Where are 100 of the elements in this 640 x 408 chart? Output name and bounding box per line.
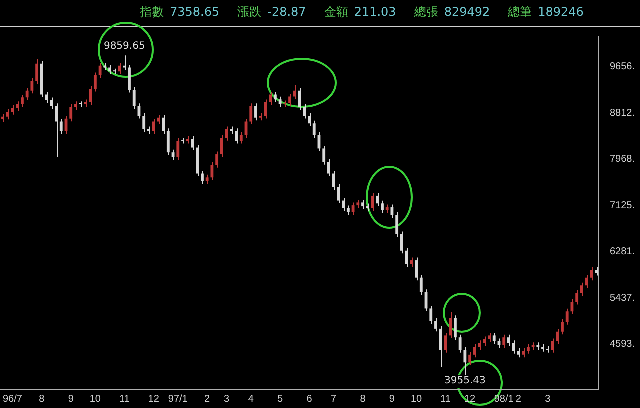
candlestick bbox=[483, 336, 486, 347]
candlestick bbox=[434, 318, 438, 332]
candlestick bbox=[522, 348, 526, 358]
candlestick bbox=[308, 112, 311, 127]
candlestick bbox=[30, 78, 34, 94]
candlestick bbox=[488, 332, 491, 343]
candlestick bbox=[346, 205, 350, 216]
candlestick bbox=[26, 88, 29, 101]
candlestick bbox=[585, 274, 588, 289]
candlestick bbox=[517, 348, 520, 358]
candlestick bbox=[98, 62, 102, 79]
candlestick bbox=[312, 120, 316, 138]
candlestick bbox=[50, 97, 54, 110]
x-tick-label: 11 bbox=[119, 394, 130, 405]
candlestick bbox=[362, 199, 364, 210]
candlestick bbox=[254, 103, 258, 122]
candlestick bbox=[508, 334, 510, 347]
y-tick-label: 6281. bbox=[610, 246, 636, 258]
candlestick bbox=[250, 103, 253, 125]
candlestick bbox=[556, 328, 560, 345]
candlestick bbox=[108, 64, 112, 75]
candlestick bbox=[210, 162, 214, 181]
y-tick-label: 7125. bbox=[610, 200, 636, 212]
candlestick bbox=[206, 174, 209, 185]
y-tick-label: 5437. bbox=[610, 292, 636, 304]
candlestick bbox=[580, 282, 584, 296]
candlestick bbox=[55, 103, 58, 158]
x-tick-label: 10 bbox=[410, 394, 423, 405]
candlestick bbox=[274, 92, 277, 103]
x-tick-label: 11 bbox=[440, 394, 452, 405]
candlestick bbox=[152, 118, 156, 135]
candlestick bbox=[415, 257, 418, 282]
candlestick bbox=[561, 318, 564, 336]
x-tick-label: 7 bbox=[331, 394, 338, 405]
candlestick bbox=[454, 315, 457, 341]
candlestick bbox=[390, 204, 394, 218]
y-tick-label: 7968. bbox=[610, 154, 636, 166]
candlestick bbox=[526, 344, 530, 354]
candlestick bbox=[201, 170, 204, 185]
x-tick-label: 9 bbox=[389, 394, 396, 405]
annotation: 3955.43 bbox=[444, 376, 486, 387]
x-tick-label: 9 bbox=[68, 394, 74, 405]
candlestick bbox=[502, 334, 506, 349]
candlestick bbox=[381, 200, 384, 214]
x-tick-label: 8 bbox=[39, 394, 46, 405]
candlestick bbox=[176, 138, 180, 161]
candlestick bbox=[220, 134, 224, 158]
candlestick bbox=[36, 58, 39, 85]
candlestick bbox=[468, 352, 472, 366]
candlestick bbox=[166, 128, 170, 156]
candlestick bbox=[342, 198, 346, 212]
candlestick bbox=[278, 96, 282, 108]
candlestick bbox=[328, 158, 330, 177]
y-tick-label: 8812. bbox=[610, 108, 636, 119]
x-tick-label: 8 bbox=[360, 394, 366, 405]
candlestick bbox=[376, 192, 380, 207]
candlestick bbox=[142, 112, 146, 133]
candlestick bbox=[162, 114, 166, 135]
candlestick bbox=[269, 92, 272, 106]
y-tick-label: 4593. bbox=[610, 339, 636, 350]
x-tick-label: 96/7 bbox=[2, 394, 23, 405]
candlestick bbox=[157, 114, 160, 125]
x-tick-label: 2 bbox=[204, 394, 211, 405]
candlestick bbox=[303, 104, 306, 120]
candlestick bbox=[322, 145, 326, 166]
candlestick bbox=[216, 151, 219, 168]
annotation: 9859.65 bbox=[104, 41, 146, 52]
candlestick bbox=[293, 84, 296, 100]
x-tick-label: 5 bbox=[278, 394, 284, 405]
x-tick-label: 98/1 bbox=[494, 394, 514, 405]
candlestick bbox=[473, 344, 476, 358]
candlestick bbox=[332, 170, 336, 190]
candlestick bbox=[132, 86, 136, 110]
candlestick bbox=[420, 274, 423, 296]
candlestick bbox=[6, 108, 10, 120]
candlestick bbox=[449, 312, 452, 339]
candlestick bbox=[410, 257, 414, 268]
chart-title: 指數 7358.65 漲跌 -28.87 金額 211.03 總張 829492 總筆 189246 bbox=[140, 5, 584, 19]
candlestick bbox=[400, 231, 404, 254]
candlestick bbox=[225, 126, 228, 142]
candlestick bbox=[458, 334, 462, 354]
candlestick bbox=[337, 184, 340, 204]
candlestick bbox=[60, 118, 63, 135]
candlestick bbox=[288, 93, 292, 107]
candlestick bbox=[566, 308, 569, 326]
candlestick bbox=[590, 266, 594, 282]
candlestick bbox=[396, 212, 399, 238]
candlestick bbox=[576, 290, 579, 306]
x-tick-label: 10 bbox=[90, 394, 102, 405]
candlestick bbox=[492, 332, 496, 345]
y-tick-label: 9656. bbox=[610, 62, 636, 73]
x-tick-label: 3 bbox=[224, 394, 230, 405]
candlestick bbox=[240, 132, 243, 144]
x-tick-label: 12 bbox=[148, 394, 160, 405]
candlestick bbox=[430, 305, 433, 324]
candlestick bbox=[21, 94, 24, 108]
candlestick bbox=[89, 86, 92, 106]
x-tick-label: 4 bbox=[248, 394, 254, 405]
candlestick bbox=[123, 55, 126, 72]
x-tick-label: 6 bbox=[306, 394, 313, 405]
